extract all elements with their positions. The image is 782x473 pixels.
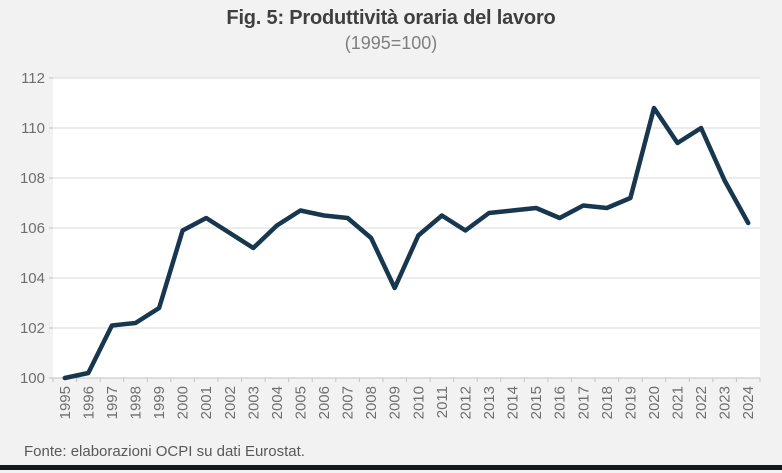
x-axis-label: 2023 bbox=[717, 386, 734, 419]
source-note: Fonte: elaborazioni OCPI su dati Eurosta… bbox=[24, 443, 305, 460]
x-axis-label: 2001 bbox=[198, 386, 215, 419]
x-axis-label: 2024 bbox=[740, 386, 757, 419]
y-axis-label: 106 bbox=[20, 220, 45, 237]
productivity-series-line bbox=[62, 105, 751, 381]
x-axis-label: 2011 bbox=[434, 386, 451, 418]
chart-subtitle: (1995=100) bbox=[344, 33, 438, 53]
y-axis-label: 110 bbox=[21, 120, 45, 137]
x-axis-label: 2007 bbox=[340, 386, 357, 419]
x-axis-label: 2005 bbox=[292, 386, 309, 419]
x-axis-label: 2009 bbox=[387, 386, 404, 419]
x-axis-label: 1996 bbox=[80, 386, 97, 419]
x-axis-label: 2008 bbox=[363, 386, 380, 419]
x-axis-label: 2010 bbox=[410, 386, 427, 419]
x-axis-label: 2015 bbox=[528, 386, 545, 419]
x-axis-label: 2022 bbox=[693, 386, 710, 419]
x-axis-label: 1999 bbox=[151, 386, 168, 419]
y-axis-label: 100 bbox=[20, 370, 45, 387]
x-axis-label: 2016 bbox=[552, 386, 569, 419]
x-axis-label: 2019 bbox=[622, 386, 639, 419]
x-axis-label: 2021 bbox=[670, 386, 687, 419]
x-axis-label: 2003 bbox=[245, 386, 262, 419]
y-axis-label: 108 bbox=[20, 170, 45, 187]
x-axis-label: 2018 bbox=[599, 386, 616, 419]
x-axis-label: 2004 bbox=[269, 386, 286, 419]
y-axis-label: 102 bbox=[20, 320, 45, 337]
bottom-accent-bar bbox=[0, 465, 782, 470]
x-axis-label: 2006 bbox=[316, 386, 333, 419]
x-axis-label: 2002 bbox=[222, 386, 239, 419]
x-axis-label: 2020 bbox=[646, 386, 663, 419]
y-axis-label: 112 bbox=[21, 70, 45, 87]
y-axis-label: 104 bbox=[20, 270, 45, 287]
x-axis-label: 2017 bbox=[575, 386, 592, 419]
chart-title: Fig. 5: Produttività oraria del lavoro bbox=[226, 7, 556, 29]
x-axis-label: 2000 bbox=[175, 386, 192, 419]
x-axis-label: 1998 bbox=[127, 386, 144, 419]
x-axis-label: 2014 bbox=[505, 386, 522, 419]
x-axis-label: 1995 bbox=[57, 386, 74, 419]
x-axis-label: 2012 bbox=[457, 386, 474, 419]
x-axis-label: 2013 bbox=[481, 386, 498, 419]
x-axis-label: 1997 bbox=[104, 386, 121, 419]
